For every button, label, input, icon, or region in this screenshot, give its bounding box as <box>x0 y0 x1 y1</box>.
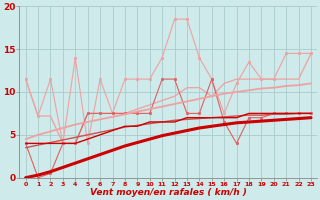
X-axis label: Vent moyen/en rafales ( km/h ): Vent moyen/en rafales ( km/h ) <box>90 188 247 197</box>
